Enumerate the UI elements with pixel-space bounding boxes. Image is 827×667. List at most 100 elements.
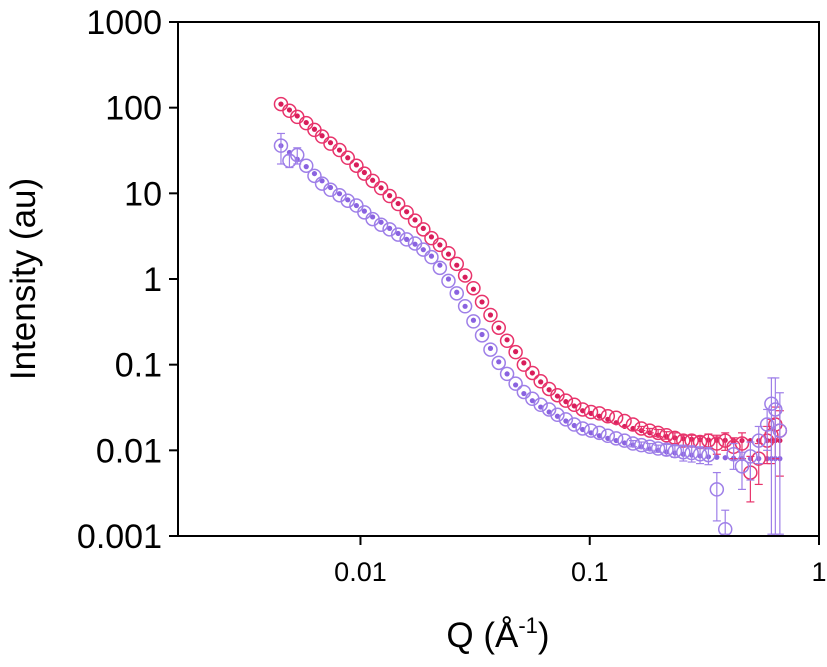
- data-point: [349, 158, 364, 173]
- data-point: [642, 423, 657, 438]
- data-point: [516, 357, 532, 372]
- data-point: [709, 436, 725, 451]
- data-point: [650, 441, 666, 456]
- data-point: [314, 129, 330, 144]
- fit-point: [521, 360, 527, 366]
- data-point: [592, 425, 607, 441]
- fit-point: [420, 247, 426, 253]
- fit-point: [513, 349, 519, 355]
- data-point: [567, 397, 582, 413]
- data-point: [273, 138, 289, 153]
- data-point: [726, 447, 741, 462]
- fit-point: [479, 331, 485, 338]
- fit-point: [345, 155, 351, 161]
- data-point: [541, 402, 557, 417]
- fit-point: [470, 317, 477, 323]
- data-point: [676, 444, 691, 460]
- data-point: [642, 439, 657, 455]
- data-point: [592, 406, 607, 421]
- fit-point: [311, 170, 318, 177]
- fit-point: [504, 337, 510, 343]
- fit-point: [353, 202, 360, 209]
- data-point: [399, 232, 414, 247]
- fit-point: [404, 209, 410, 215]
- data-point: [768, 402, 783, 417]
- data-point: [533, 397, 548, 413]
- fit-point: [496, 325, 502, 331]
- fit-point: [294, 113, 300, 119]
- y-tick-label: 10: [124, 175, 162, 213]
- fit-point: [462, 274, 468, 280]
- series-1: [273, 96, 788, 503]
- fit-point: [504, 371, 510, 377]
- data-point: [432, 260, 448, 276]
- data-point: [390, 196, 406, 212]
- data-point: [575, 402, 590, 417]
- fit-point: [445, 276, 452, 282]
- data-point: [474, 328, 490, 343]
- data-point: [550, 407, 565, 423]
- series-2: [273, 132, 788, 537]
- fit-point: [327, 140, 334, 146]
- data-point: [575, 421, 590, 436]
- fit-point: [327, 184, 334, 191]
- fit-point: [387, 193, 393, 199]
- data-point: [483, 307, 498, 323]
- fit-point: [361, 208, 367, 214]
- data-point: [659, 442, 674, 457]
- fit-point: [487, 345, 494, 351]
- data-point: [457, 268, 473, 283]
- fit-point: [513, 382, 519, 388]
- data-point: [567, 417, 582, 432]
- data-point: [734, 459, 750, 474]
- fit-point: [529, 398, 535, 404]
- data-point: [558, 393, 574, 408]
- data-point: [659, 427, 674, 443]
- data-point: [390, 227, 406, 242]
- axis-ticks: 0.001 0.01 0.1 1 10 100 1000 0.01 0.1 1: [77, 4, 827, 587]
- fit-point: [554, 413, 561, 419]
- data-point: [583, 423, 599, 438]
- data-point: [692, 447, 708, 462]
- data-point: [407, 213, 423, 228]
- data-point: [533, 374, 548, 389]
- data-point: [424, 249, 439, 265]
- data-point: [684, 445, 699, 461]
- data-point: [365, 173, 380, 189]
- fit-point: [428, 253, 435, 259]
- fit-point: [571, 403, 577, 409]
- data-point: [499, 333, 515, 349]
- fit-point: [487, 312, 494, 318]
- fit-point: [470, 286, 477, 292]
- y-tick-label: 0.01: [96, 432, 162, 470]
- fit-point: [529, 370, 535, 376]
- data-point: [298, 158, 314, 173]
- fit-point: [319, 178, 325, 184]
- data-point: [491, 355, 506, 371]
- fit-point: [319, 133, 325, 139]
- fit-point: [353, 162, 360, 168]
- fit-point: [378, 185, 384, 191]
- y-tick-label: 1000: [86, 4, 162, 42]
- data-point: [449, 256, 464, 272]
- fit-point: [361, 169, 367, 176]
- data-point: [483, 342, 498, 357]
- data-point: [608, 431, 624, 446]
- fit-curve-2: [278, 143, 783, 462]
- data-point: [759, 417, 775, 432]
- fit-point: [428, 234, 435, 240]
- data-point: [357, 166, 372, 181]
- data-point: [457, 299, 473, 314]
- fit-point: [345, 197, 351, 203]
- data-point: [340, 193, 355, 208]
- data-point: [583, 404, 599, 420]
- fit-point: [336, 147, 343, 153]
- data-point: [340, 150, 355, 166]
- data-point: [373, 217, 389, 232]
- fit-point: [496, 359, 502, 365]
- y-tick-label: 0.001: [77, 518, 162, 556]
- fit-point: [521, 390, 527, 397]
- data-point: [416, 242, 431, 257]
- data-point: [667, 443, 683, 459]
- data-point: [600, 408, 616, 424]
